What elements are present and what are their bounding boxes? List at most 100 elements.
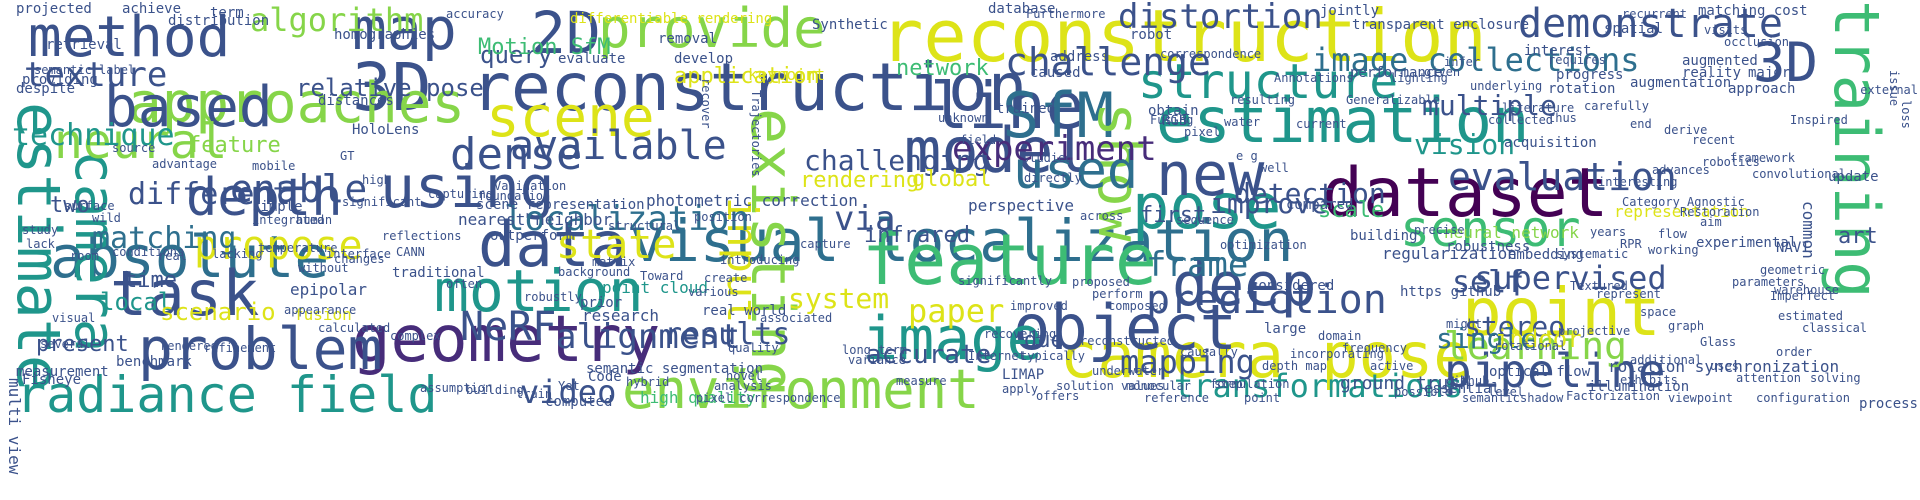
cloud-word: interface [326,247,392,261]
cloud-word: variance [848,353,906,367]
cloud-word: rotational [1494,339,1567,353]
cloud-word: underwater [1092,364,1165,378]
cloud-word: caused [1030,65,1081,81]
cloud-word: augmentation [1630,75,1732,91]
cloud-word: challenging [804,144,990,177]
cloud-word: paper [908,292,1005,330]
cloud-word: building [1350,228,1418,244]
cloud-word: infer [1444,55,1481,69]
cloud-word: wild [92,211,121,225]
cloud-word: parameters [1732,275,1805,289]
cloud-word: reconstructed [1080,334,1174,348]
cloud-word: causally [1180,345,1238,359]
cloud-word: Category Agnostic [1622,195,1745,209]
cloud-word: e g [1236,149,1258,163]
cloud-word: progress [1556,67,1624,83]
cloud-word: evaluate [558,51,626,67]
cloud-word: incorporating [1290,347,1384,361]
cloud-word: building [466,383,524,397]
cloud-word: visits [1704,23,1748,37]
cloud-word: single [1436,322,1538,355]
cloud-word: room [70,249,99,263]
cloud-word: deep [1172,250,1317,320]
cloud-word: optical flow [1489,364,1591,380]
cloud-word: differentiable rendering [570,11,773,27]
cloud-word: robustly [524,290,582,304]
cloud-word: jointly [1320,3,1380,19]
cloud-word: human [296,213,333,227]
cloud-word: hybrid [626,375,670,389]
cloud-word: interesting [1598,175,1678,189]
cloud-word: graph [1668,319,1705,333]
cloud-word: Inspired [1790,113,1848,127]
cloud-word: augmented [1682,53,1758,69]
cloud-word: transparent enclosure [1352,17,1530,33]
cloud-word: advantage [152,157,218,171]
cloud-word: given [1424,65,1461,79]
cloud-word: GT [340,149,355,163]
cloud-word: image [862,304,1043,374]
cloud-word: image collections [1312,41,1640,79]
cloud-word: absolute [50,223,330,291]
cloud-word: real [158,249,187,263]
cloud-word: structural [608,219,681,233]
cloud-word: thus [1548,111,1577,125]
cloud-word: distances [318,93,394,109]
cloud-word: calculated [318,321,391,335]
cloud-word: well [1260,161,1289,175]
cloud-word: global [912,167,992,192]
cloud-word: multiple [1422,89,1557,122]
cloud-word: evaluation [1448,155,1677,199]
cloud-word: scenario [160,298,276,326]
cloud-word: visual localization [630,207,1294,275]
cloud-word: projective [1558,324,1631,338]
cloud-word: framework [1730,151,1796,165]
cloud-word: github [1446,374,1490,388]
cloud-word: object [1013,291,1237,364]
cloud-word: performance [1350,65,1443,81]
cloud-word: water [1224,115,1261,129]
cloud-word: common [1799,201,1818,259]
cloud-word: trained [996,101,1056,117]
cloud-word: scene [486,85,655,150]
cloud-word: solution values [1056,379,1165,393]
cloud-word: warehouse [1774,283,1840,297]
cloud-word: problem [138,315,383,383]
cloud-word: 3D reconstruction [352,49,1028,126]
cloud-word: propose [194,223,363,269]
cloud-word: matching cost [1698,3,1808,19]
cloud-word: without [298,261,349,275]
cloud-word: network [896,56,989,81]
cloud-word: Textured [1570,279,1628,293]
cloud-word: underlying [1470,79,1543,93]
cloud-word: Fusing [1150,113,1194,127]
cloud-word: various [688,285,739,299]
cloud-word: correspondence [1160,47,1262,61]
cloud-word: background [558,265,631,279]
cloud-word: viewpoint [1668,391,1734,405]
cloud-word: resulting [1230,93,1296,107]
cloud-word: pixel [1184,125,1221,139]
cloud-word: feature [862,219,1158,301]
cloud-word: Glass [1700,335,1737,349]
cloud-word: accuracy [446,7,504,21]
cloud-word: structure [1138,54,1399,110]
cloud-word: novel [726,369,763,383]
cloud-word: classical [1802,321,1868,335]
cloud-word: changes [334,252,385,266]
cloud-word: shadow [1520,391,1564,405]
cloud-word: first [1140,203,1207,228]
cloud-word: application [674,64,820,89]
cloud-word: prediction [1146,277,1387,323]
cloud-word: homographies [334,27,436,43]
cloud-word: end [1630,117,1652,131]
cloud-word: Motion SfM [478,35,611,60]
cloud-word: RGB [1162,113,1188,129]
cloud-word: estimation [1156,84,1530,157]
cloud-word: composed [1108,299,1166,313]
cloud-word: regularization [1382,244,1517,263]
cloud-word: configuration [1756,391,1850,405]
cloud-word: directly [1024,171,1082,185]
cloud-word: approach [1728,81,1796,97]
cloud-word: appearance [284,303,357,317]
